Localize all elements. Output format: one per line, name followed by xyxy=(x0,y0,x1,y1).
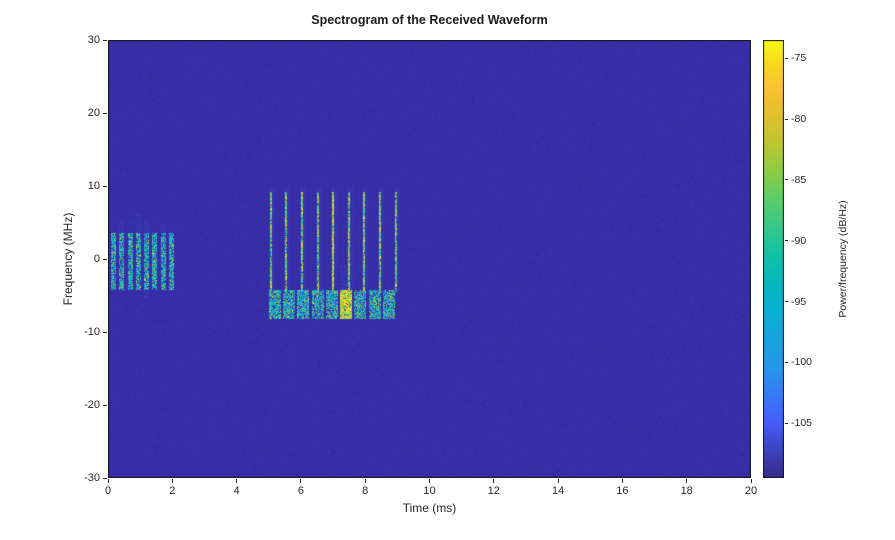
colorbar-tick-label: -85 xyxy=(791,173,807,186)
x-tick-mark xyxy=(750,479,752,483)
x-tick-label: 2 xyxy=(169,485,176,497)
colorbar-tick-mark xyxy=(785,118,788,120)
x-tick-label: 10 xyxy=(423,485,436,497)
y-tick-label: 20 xyxy=(87,107,100,119)
colorbar-tick-label: -80 xyxy=(791,113,807,126)
x-axis-label: Time (ms) xyxy=(402,501,457,515)
colorbar-tick-mark xyxy=(785,57,788,59)
x-tick-label: 16 xyxy=(616,485,629,497)
y-tick-label: -30 xyxy=(84,472,100,484)
x-tick-mark xyxy=(429,479,430,483)
y-axis-label: Frequency (MHz) xyxy=(61,212,75,306)
x-tick-label: 18 xyxy=(680,485,693,497)
y-tick-mark xyxy=(103,477,107,479)
x-tick-mark xyxy=(364,479,366,483)
colorbar-tick-label: -90 xyxy=(791,234,807,247)
x-tick-label: 14 xyxy=(551,485,565,497)
y-tick-mark xyxy=(103,39,107,41)
y-tick-mark xyxy=(103,404,107,406)
y-tick-mark xyxy=(103,258,107,260)
colorbar-gradient xyxy=(763,40,784,478)
colorbar-tick-mark xyxy=(785,422,788,424)
x-tick-mark xyxy=(686,479,688,483)
x-tick-mark xyxy=(107,479,109,483)
y-tick-label: 30 xyxy=(87,34,100,46)
y-tick-label: -20 xyxy=(84,399,100,411)
x-tick-label: 4 xyxy=(233,485,240,497)
colorbar-tick-label: -100 xyxy=(791,356,813,369)
x-tick-label: 20 xyxy=(744,485,758,497)
y-tick-mark xyxy=(103,331,107,333)
colorbar-tick-mark xyxy=(785,240,788,242)
y-tick-mark xyxy=(103,112,107,114)
x-tick-mark xyxy=(493,479,495,483)
x-tick-mark xyxy=(621,479,623,483)
x-tick-mark xyxy=(300,479,302,483)
x-tick-mark xyxy=(557,479,559,483)
colorbar-tick-label: -105 xyxy=(791,417,813,430)
y-tick-label: -10 xyxy=(84,326,100,338)
chart-title: Spectrogram of the Received Waveform xyxy=(311,13,548,27)
x-tick-label: 6 xyxy=(297,485,304,497)
colorbar-tick-mark xyxy=(785,361,788,363)
colorbar-tick-label: -95 xyxy=(791,295,807,308)
x-tick-mark xyxy=(171,479,173,483)
x-tick-label: 0 xyxy=(104,485,112,497)
y-tick-mark xyxy=(103,185,107,187)
colorbar-tick-mark xyxy=(785,179,788,181)
colorbar-tick-label: -75 xyxy=(791,52,807,65)
colorbar-tick-mark xyxy=(785,301,788,303)
colorbar-label: Power/frequency (dB/Hz) xyxy=(837,200,849,318)
spectrogram-heatmap xyxy=(108,40,751,478)
y-tick-label: 10 xyxy=(87,180,100,192)
x-tick-mark xyxy=(236,479,238,483)
x-tick-label: 8 xyxy=(362,485,369,497)
x-tick-label: 12 xyxy=(487,485,500,497)
